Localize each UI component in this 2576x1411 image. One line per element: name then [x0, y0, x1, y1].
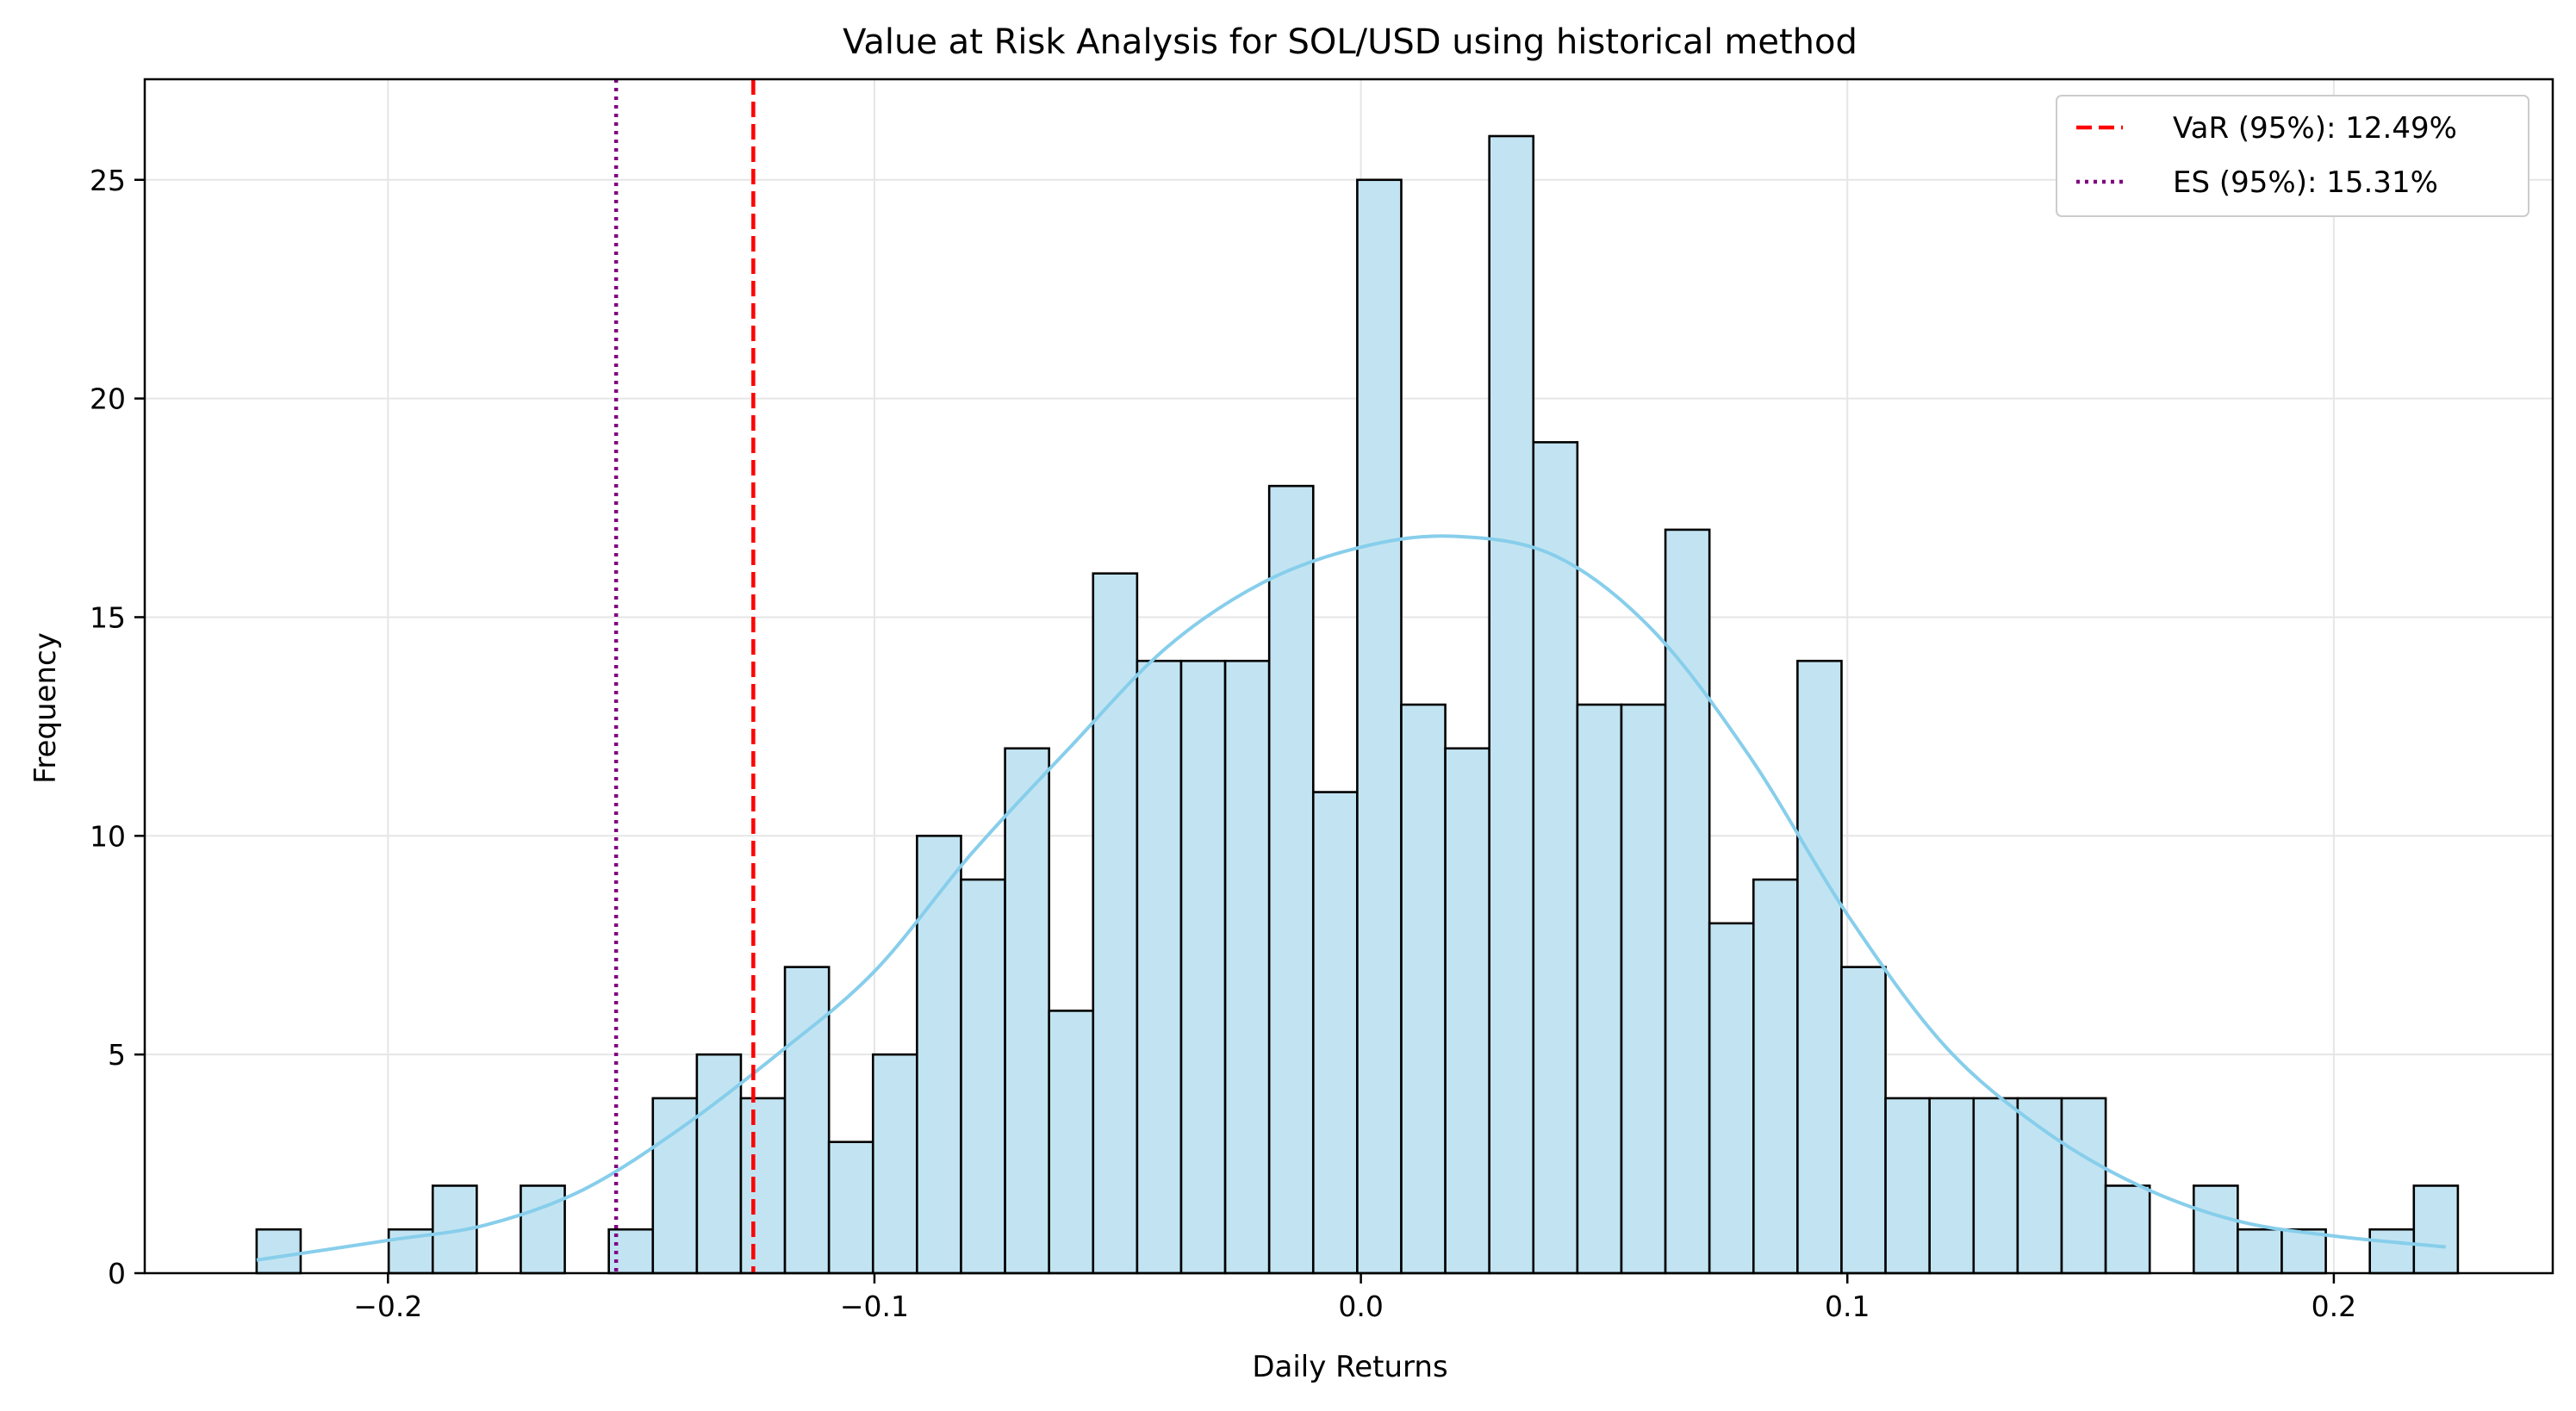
histogram-bar [1004, 747, 1050, 1275]
histogram-bar [2016, 1097, 2063, 1275]
histogram-bar [1400, 703, 1447, 1275]
y-tick-label: 10 [90, 819, 126, 853]
histogram-bar [2104, 1184, 2151, 1275]
histogram-bar [827, 1141, 874, 1275]
histogram-bar [1356, 178, 1403, 1275]
chart-title: Value at Risk Analysis for SOL/USD using… [843, 22, 1857, 62]
histogram-bar [520, 1184, 566, 1275]
histogram-bars [255, 134, 2460, 1275]
y-axis-label: Frequency [28, 632, 63, 784]
histogram-bar [1136, 659, 1183, 1275]
y-tick-label: 0 [108, 1257, 126, 1290]
x-axis-label: Daily Returns [1252, 1350, 1447, 1384]
histogram-bar [1708, 922, 1755, 1275]
histogram-bar [1444, 747, 1490, 1275]
histogram-bar [1048, 1010, 1095, 1275]
histogram-bar [916, 835, 962, 1275]
histogram-bar [1267, 484, 1315, 1275]
histogram-bar [2192, 1184, 2239, 1275]
histogram-bar [1092, 572, 1139, 1275]
y-tick-label: 15 [90, 600, 126, 634]
histogram-bar [255, 1228, 302, 1275]
histogram-bar [2368, 1228, 2416, 1275]
histogram-bar [1928, 1097, 1976, 1275]
legend: VaR (95%): 12.49% ES (95%): 15.31% [2056, 95, 2529, 217]
histogram-bar [1311, 791, 1359, 1275]
histogram-bar [1972, 1097, 2019, 1275]
legend-box [2056, 95, 2529, 217]
kde-curve [256, 534, 2446, 1262]
y-axis-ticks: 0 5 10 15 20 25 [90, 164, 145, 1290]
histogram-bar [960, 878, 1006, 1275]
plot-frame [143, 78, 2554, 1275]
x-tick-label: 0.2 [2312, 1290, 2356, 1323]
x-tick-label: 0.0 [1338, 1290, 1383, 1323]
x-tick-label: −0.1 [840, 1290, 909, 1323]
histogram-bar [783, 966, 831, 1275]
histogram-bar [1532, 441, 1579, 1275]
histogram-bar [871, 1053, 918, 1275]
histogram-bar [1884, 1097, 1931, 1275]
histogram-bar [1752, 878, 1799, 1275]
histogram-bar [651, 1097, 699, 1275]
histogram-bar [1223, 659, 1271, 1275]
histogram-bar [2237, 1228, 2283, 1275]
histogram-bar [2060, 1097, 2107, 1275]
histogram-bar [1488, 134, 1535, 1275]
x-tick-label: −0.2 [353, 1290, 422, 1323]
histogram-bar [2412, 1184, 2460, 1275]
histogram-bar [1664, 528, 1711, 1275]
y-tick-label: 20 [90, 382, 126, 416]
legend-es-label: ES (95%): 15.31% [2173, 165, 2438, 200]
histogram-bar [1840, 966, 1887, 1275]
x-tick-label: 0.1 [1825, 1290, 1870, 1323]
risk-lines [613, 79, 756, 1273]
y-tick-label: 25 [90, 164, 126, 197]
histogram-bar [739, 1097, 787, 1275]
histogram-bar [1796, 659, 1843, 1275]
x-axis-ticks: −0.2 −0.1 0.0 0.1 0.2 [353, 1273, 2356, 1323]
y-tick-label: 5 [108, 1038, 126, 1072]
legend-var-label: VaR (95%): 12.49% [2173, 111, 2457, 146]
histogram-bar [1576, 703, 1623, 1275]
histogram-bar [1620, 703, 1667, 1275]
histogram-bar [2280, 1228, 2327, 1275]
histogram-bar [1179, 659, 1227, 1275]
